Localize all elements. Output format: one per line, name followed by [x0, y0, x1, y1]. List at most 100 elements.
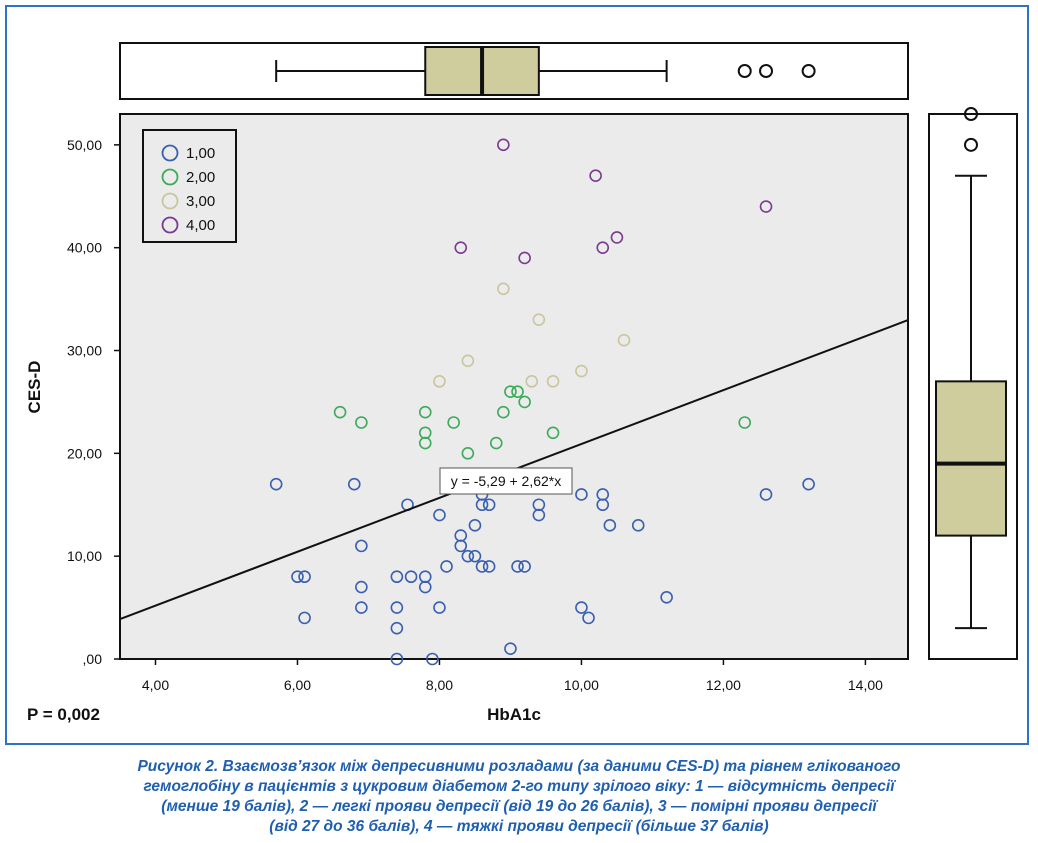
data-point [504, 385, 517, 398]
figure-caption: Рисунок 2. Взаємозв’язок між депресивним… [20, 757, 1018, 837]
data-point [447, 416, 460, 429]
caption-line-1: Рисунок 2. Взаємозв’язок між депресивним… [137, 758, 901, 775]
data-point [511, 385, 524, 398]
x-tick-label: 4,00 [142, 677, 169, 693]
data-point [298, 570, 311, 584]
data-point [759, 200, 773, 213]
data-point [468, 519, 482, 532]
data-point [390, 652, 404, 666]
data-point [532, 508, 546, 522]
data-point [596, 498, 610, 512]
data-point [497, 138, 510, 152]
data-point [532, 313, 546, 326]
p-value-label: P = 0,002 [27, 705, 100, 724]
legend: 1,00 2,00 3,00 4,00 [142, 129, 237, 243]
outlier-point [759, 64, 774, 78]
y-tick-label: 40,00 [67, 240, 102, 256]
data-point [426, 652, 439, 666]
legend-marker [161, 216, 179, 234]
regression-equation: y = -5,29 + 2,62*x [451, 473, 562, 489]
data-point [511, 560, 524, 573]
data-point [269, 477, 283, 491]
legend-label: 3,00 [186, 193, 215, 210]
data-point [610, 231, 624, 244]
outlier-point [737, 64, 752, 78]
data-point [525, 375, 539, 388]
data-point [575, 601, 588, 614]
data-point [355, 416, 368, 429]
data-point [582, 611, 595, 625]
data-point [355, 601, 368, 614]
data-point [475, 498, 489, 512]
data-point [355, 580, 368, 594]
legend-label: 2,00 [186, 169, 215, 186]
data-point [589, 169, 602, 182]
scatter-chart: 4,00 6,00 8,00 10,00 12,00 14,00 ,00 10,00 20,0… [25, 42, 1018, 724]
data-point [518, 395, 531, 409]
data-points [269, 138, 815, 666]
data-point [468, 549, 482, 563]
data-point [482, 498, 496, 512]
data-point [660, 591, 673, 604]
data-point [759, 488, 773, 501]
data-point [482, 560, 496, 573]
y-tick-label: 50,00 [67, 137, 102, 153]
data-point [603, 519, 617, 532]
data-point [390, 601, 404, 614]
data-point [333, 405, 347, 419]
data-point [440, 560, 453, 573]
outlier-point [801, 64, 816, 78]
y-axis-label: CES-D [25, 361, 44, 414]
data-point [518, 251, 531, 265]
data-point [418, 436, 432, 450]
legend-label: 4,00 [186, 217, 215, 234]
data-point [355, 539, 368, 553]
data-point [546, 375, 560, 388]
legend-marker [161, 192, 179, 210]
data-point [575, 364, 588, 378]
data-point [497, 282, 510, 296]
x-tick-label: 12,00 [706, 677, 741, 693]
data-point [418, 580, 432, 594]
y-tick-label: 10,00 [67, 548, 102, 564]
data-point [461, 447, 475, 460]
data-point [497, 405, 510, 419]
outlier-point [964, 107, 978, 121]
data-point [504, 642, 517, 656]
data-point [738, 416, 752, 429]
caption-line-4: (від 27 до 36 балів), 4 — тяжкі прояви д… [269, 818, 769, 835]
x-tick-label: 14,00 [848, 677, 883, 693]
x-axis: 4,00 6,00 8,00 10,00 12,00 14,00 [142, 659, 883, 693]
data-point [298, 611, 311, 625]
data-point [433, 508, 446, 522]
caption-line-2: гемоглобіну в пацієнтів з цукровим діабе… [143, 778, 895, 795]
x-axis-label: HbA1c [487, 705, 541, 724]
data-point [475, 560, 489, 573]
x-tick-label: 6,00 [284, 677, 311, 693]
data-point [575, 488, 588, 501]
caption-line-3: (менше 19 балів), 2 — легкі прояви депре… [161, 798, 877, 815]
data-point [596, 241, 610, 254]
regression-label-box: y = -5,29 + 2,62*x [439, 467, 573, 495]
outlier-point [964, 137, 978, 152]
y-axis: ,00 10,00 20,00 30,00 40,00 50,00 [67, 137, 120, 667]
data-point [454, 241, 468, 254]
data-point [489, 436, 503, 450]
top-boxplot [275, 46, 816, 96]
legend-marker [161, 168, 179, 186]
data-point [454, 539, 468, 553]
legend-label: 1,00 [186, 145, 215, 162]
data-point [390, 621, 404, 635]
data-point [631, 519, 645, 532]
legend-marker [161, 144, 179, 162]
data-point [461, 549, 475, 563]
data-point [461, 354, 475, 368]
y-tick-label: ,00 [83, 651, 103, 667]
data-point [418, 405, 432, 419]
data-point [291, 570, 304, 584]
box-iqr [935, 380, 1007, 537]
data-point [518, 560, 531, 573]
data-point [802, 477, 815, 491]
data-point [617, 333, 631, 347]
data-point [433, 375, 446, 388]
